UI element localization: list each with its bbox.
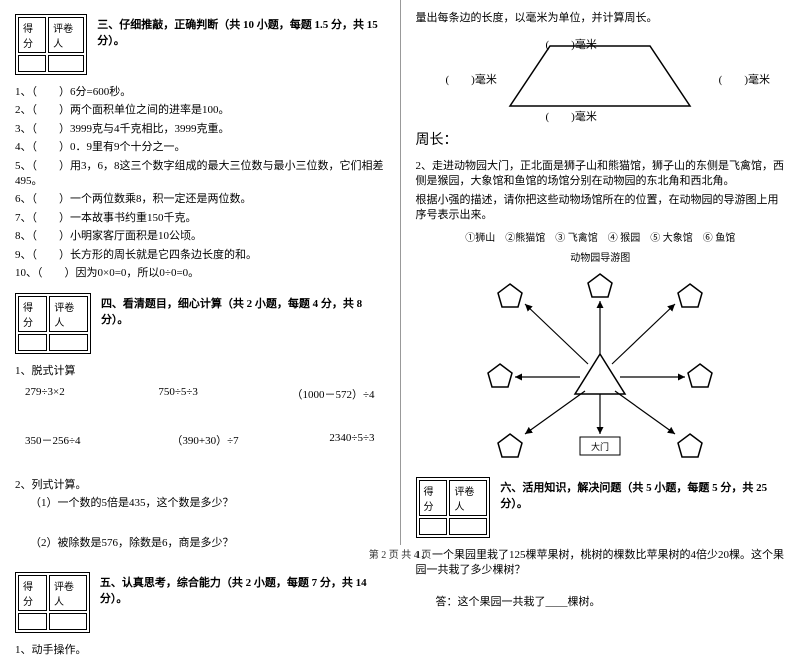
q3-9: 9、（ ）长方形的周长就是它四条边长度的和。 [15,248,385,263]
zoo-map-svg: 大门 [480,269,720,469]
zoo-instruction: 根据小强的描述，请你把这些动物场馆所在的位置，在动物园的导游图上用序号表示出来。 [416,193,786,224]
zoo-map-title: 动物园导游图 [416,249,786,264]
q3-10: 10、（ ）因为0×0=0，所以0÷0=0。 [15,266,385,281]
zoo-legend: ①狮山 ②熊猫馆 ③ 飞禽馆 ④ 猴园 ⑤ 大象馆 ⑥ 鱼馆 [416,229,786,244]
score-box-3: 得分评卷人 [15,14,87,75]
grader-label: 评卷人 [48,17,84,53]
section-5-header: 得分评卷人 五、认真思考，综合能力（共 2 小题，每题 7 分，共 14 分）。 [15,572,385,633]
section-5-title: 五、认真思考，综合能力（共 2 小题，每题 7 分，共 14 分）。 [100,577,367,605]
calc-6: 2340÷5÷3 [329,432,374,448]
zoo-description: 2、走进动物园大门，正北面是狮子山和熊猫馆，狮子山的东侧是飞禽馆，西侧是猴园，大… [416,159,786,190]
q3-8: 8、（ ）小明家客厅面积是10公顷。 [15,229,385,244]
section-4-header: 得分评卷人 四、看清题目，细心计算（共 2 小题，每题 4 分，共 8 分）。 [15,293,385,354]
score-box-4: 得分评卷人 [15,293,91,354]
q4-2: 2、列式计算。 [15,478,385,493]
score-box-6: 得分评卷人 [416,477,491,538]
q3-6: 6、（ ）一个两位数乘8，积一定还是两位数。 [15,192,385,207]
q3-2: 2、（ ）两个面积单位之间的进率是100。 [15,103,385,118]
trapezoid-figure: ( )毫米 ( )毫米 ( )毫米 ( )毫米 [416,36,786,126]
q4-2a: （1）一个数的5倍是435，这个数是多少？ [15,496,385,511]
calc-2: 750÷5÷3 [158,386,198,402]
perimeter-label: 周长： [416,131,786,151]
calc-row-1: 279÷3×2 750÷5÷3 （1000－572）÷4 [15,386,385,402]
q3-7: 7、（ ）一本故事书约重150千克。 [15,211,385,226]
calc-3: （1000－572）÷4 [291,386,374,402]
q3-1: 1、（ ）6分=600秒。 [15,85,385,100]
q5-1: 1、动手操作。 [15,643,385,658]
section-4-title: 四、看清题目，细心计算（共 2 小题，每题 4 分，共 8 分）。 [101,298,362,326]
section-3-title: 三、仔细推敲，正确判断（共 10 小题，每题 1.5 分，共 15 分）。 [97,19,378,47]
right-column: 量出每条边的长度，以毫米为单位，并计算周长。 ( )毫米 ( )毫米 ( )毫米… [401,0,800,545]
page-footer: 第 2 页 共 4 页 [0,546,800,561]
section-6-header: 得分评卷人 六、活用知识，解决问题（共 5 小题，每题 5 分，共 25 分）。 [416,477,786,538]
gate-label: 大门 [591,441,609,452]
q4-1: 1、脱式计算 [15,364,385,379]
q6-1-answer: 答：这个果园一共栽了____棵树。 [436,593,786,609]
calc-row-2: 350－256÷4 （390+30）÷7 2340÷5÷3 [15,432,385,448]
measure-instruction: 量出每条边的长度，以毫米为单位，并计算周长。 [416,11,786,26]
q3-5: 5、（ ）用3，6，8这三个数字组成的最大三位数与最小三位数，它们相差495。 [15,159,385,190]
left-column: 得分评卷人 三、仔细推敲，正确判断（共 10 小题，每题 1.5 分，共 15 … [0,0,400,545]
q3-4: 4、（ ）0．9里有9个十分之一。 [15,140,385,155]
section-6-title: 六、活用知识，解决问题（共 5 小题，每题 5 分，共 25 分）。 [500,482,767,510]
calc-5: （390+30）÷7 [171,432,238,448]
section-3-questions: 1、（ ）6分=600秒。 2、（ ）两个面积单位之间的进率是100。 3、（ … [15,85,385,281]
calc-4: 350－256÷4 [25,432,81,448]
score-box-5: 得分评卷人 [15,572,90,633]
q3-3: 3、（ ）3999克与4千克相比，3999克重。 [15,122,385,137]
score-label: 得分 [18,17,46,53]
section-3-header: 得分评卷人 三、仔细推敲，正确判断（共 10 小题，每题 1.5 分，共 15 … [15,14,385,75]
calc-1: 279÷3×2 [25,386,65,402]
